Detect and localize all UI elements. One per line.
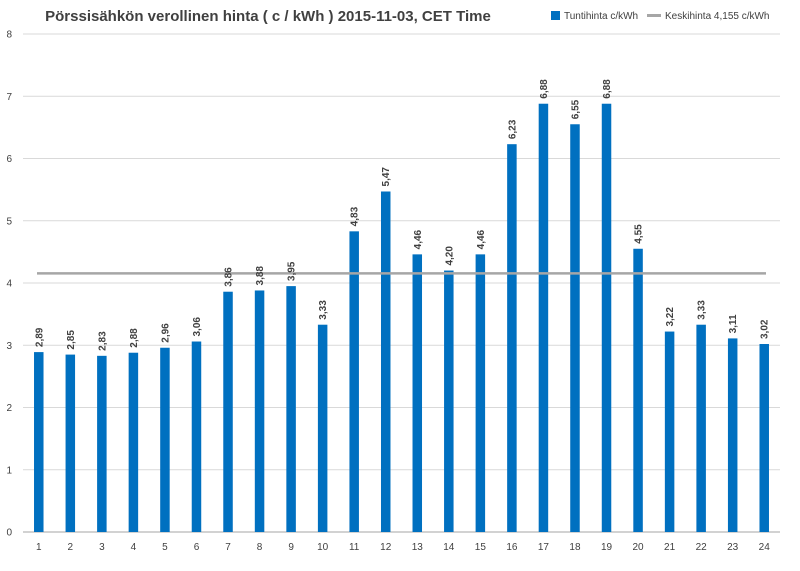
bar (538, 103, 549, 532)
bar (97, 355, 107, 532)
y-tick-label: 4 (6, 279, 12, 290)
x-tick-label: 2 (68, 542, 74, 553)
data-label: 4,83 (350, 206, 361, 226)
x-tick-label: 14 (443, 542, 455, 553)
bar (475, 254, 486, 533)
data-label: 3,86 (224, 267, 235, 287)
bar (160, 347, 170, 532)
x-tick-label: 10 (317, 542, 329, 553)
x-axis-ticks: 1 2 3 4 5 6 7 8 9 10 11 12 13 14 15 16 17 18 19 20 21 22 23 24 (36, 542, 770, 553)
data-label: 3,33 (697, 300, 708, 320)
data-label: 4,46 (413, 229, 424, 249)
bar (223, 291, 233, 532)
x-tick-label: 4 (131, 542, 137, 553)
data-label: 3,11 (728, 314, 739, 333)
bar (444, 270, 454, 532)
bar (727, 338, 738, 532)
y-axis-ticks: 0 1 2 3 4 5 6 7 8 (6, 30, 12, 539)
data-label: 3,88 (255, 266, 266, 286)
x-tick-label: 5 (162, 542, 168, 553)
data-label: 4,55 (634, 224, 645, 244)
bar (34, 352, 44, 532)
x-tick-label: 21 (664, 542, 676, 553)
x-tick-label: 17 (538, 542, 550, 553)
bar (380, 191, 391, 532)
data-label: 3,33 (318, 300, 329, 320)
data-label: 6,55 (570, 99, 581, 119)
y-tick-label: 6 (6, 154, 12, 165)
x-tick-label: 15 (475, 542, 487, 553)
data-label: 6,88 (539, 79, 550, 99)
grid (23, 33, 780, 533)
bar (696, 324, 706, 532)
legend-swatch-bars (551, 11, 560, 20)
bar (570, 124, 580, 532)
data-label: 2,96 (160, 323, 171, 343)
bar (664, 331, 675, 532)
bar (254, 290, 265, 532)
data-label: 6,88 (602, 79, 613, 99)
bars (34, 103, 769, 533)
data-label: 2,88 (129, 328, 140, 348)
x-tick-label: 1 (36, 542, 42, 553)
data-label: 4,20 (444, 246, 455, 266)
data-label: 3,06 (192, 317, 203, 337)
x-tick-label: 20 (633, 542, 645, 553)
data-label: 6,23 (507, 119, 518, 139)
y-tick-label: 0 (6, 528, 12, 539)
data-label: 3,95 (287, 261, 298, 281)
y-tick-label: 8 (6, 30, 12, 41)
bar (317, 324, 328, 532)
x-tick-label: 8 (257, 542, 263, 553)
data-label: 5,47 (381, 167, 392, 187)
bar (349, 231, 359, 532)
x-tick-label: 16 (506, 542, 518, 553)
bar (286, 286, 296, 532)
y-tick-label: 5 (6, 216, 12, 227)
data-label: 2,89 (34, 327, 45, 347)
x-tick-label: 9 (288, 542, 294, 553)
legend-label-average: Keskihinta 4,155 c/kWh (665, 11, 770, 22)
data-label: 2,83 (97, 331, 108, 351)
y-tick-label: 7 (6, 92, 12, 103)
chart-title: Pörssisähkön verollinen hinta ( c / kWh … (45, 8, 491, 25)
bar (412, 254, 423, 533)
bar (191, 341, 202, 532)
x-tick-label: 23 (727, 542, 739, 553)
x-tick-label: 11 (349, 542, 360, 553)
data-label: 3,22 (665, 307, 676, 327)
bar (759, 344, 769, 532)
x-tick-label: 3 (99, 542, 105, 553)
x-tick-label: 19 (601, 542, 613, 553)
data-labels: 2,89 2,85 2,83 2,88 2,96 3,06 3,86 3,88 3,95 3,33… (34, 79, 770, 351)
legend-label-bars: Tuntihinta c/kWh (564, 11, 638, 22)
x-tick-label: 12 (380, 542, 392, 553)
x-tick-label: 7 (225, 542, 231, 553)
y-tick-label: 3 (6, 341, 12, 352)
x-tick-label: 18 (569, 542, 581, 553)
legend: Tuntihinta c/kWh Keskihinta 4,155 c/kWh (551, 11, 770, 22)
x-tick-label: 24 (759, 542, 771, 553)
bar (507, 144, 517, 532)
bar (65, 354, 76, 532)
bar (128, 352, 139, 532)
data-label: 2,85 (66, 330, 77, 350)
bar (601, 103, 612, 532)
bar (633, 248, 643, 532)
y-tick-label: 1 (6, 465, 12, 476)
data-label: 4,46 (476, 229, 487, 249)
data-label: 3,02 (760, 319, 771, 339)
x-tick-label: 6 (194, 542, 200, 553)
x-tick-label: 13 (412, 542, 424, 553)
x-tick-label: 22 (696, 542, 708, 553)
y-tick-label: 2 (6, 403, 12, 414)
